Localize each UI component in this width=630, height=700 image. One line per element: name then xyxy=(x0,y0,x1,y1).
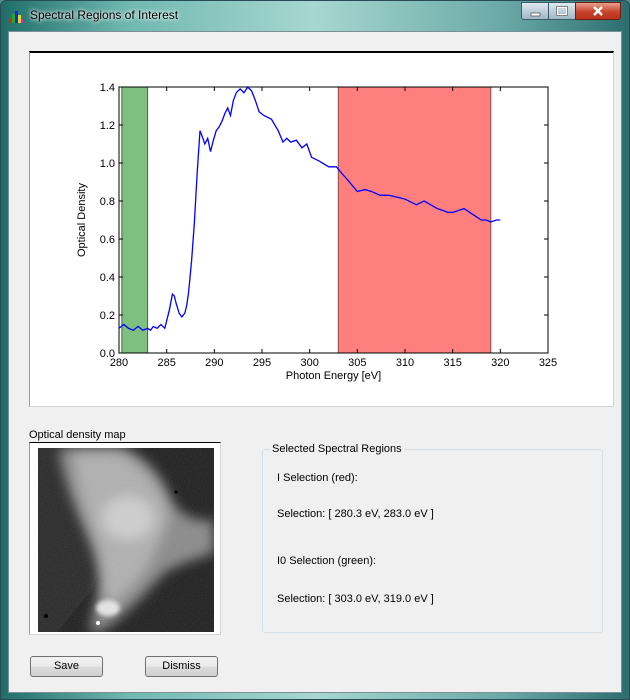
x-tick-label: 280 xyxy=(110,357,128,369)
app-icon xyxy=(9,11,23,23)
i-selection-label: I Selection (red): xyxy=(277,472,358,484)
plot-frame xyxy=(118,86,549,354)
maximize-icon xyxy=(556,6,568,16)
y-axis-label: Optical Density xyxy=(76,183,88,257)
i0-selection-value: Selection: [ 303.0 eV, 319.0 eV ] xyxy=(277,593,434,605)
minimize-button[interactable] xyxy=(521,2,549,20)
selected-regions-group: Selected Spectral Regions I Selection (r… xyxy=(262,443,603,633)
i0-selection-label: I0 Selection (green): xyxy=(277,555,377,567)
y-tick-label: 1.2 xyxy=(100,120,115,132)
spectrum-line xyxy=(118,85,501,332)
close-button[interactable] xyxy=(575,2,621,20)
maximize-button[interactable] xyxy=(548,2,576,20)
spectrum-chart[interactable]: 280 285 290 295 300 305 310 315 320 325 0.0 0.2 0.4 0… xyxy=(30,53,613,406)
green-region xyxy=(121,86,149,354)
x-tick-label: 305 xyxy=(348,357,366,369)
dialog-body: 280 285 290 295 300 305 310 315 320 325 0.0 0.2 0.4 0… xyxy=(8,31,622,693)
x-tick-label: 290 xyxy=(205,357,223,369)
y-tick-label: 1.4 xyxy=(100,82,115,94)
od-map-panel xyxy=(29,442,221,635)
x-tick-label: 315 xyxy=(443,357,461,369)
group-title: Selected Spectral Regions xyxy=(270,443,404,455)
y-tick-label: 0.0 xyxy=(100,348,115,360)
minimize-icon xyxy=(530,12,541,17)
dismiss-button[interactable]: Dismiss xyxy=(145,656,218,677)
x-tick-label: 295 xyxy=(253,357,271,369)
od-map-image[interactable] xyxy=(38,448,214,632)
i-selection-value: Selection: [ 280.3 eV, 283.0 eV ] xyxy=(277,508,434,520)
y-tick-label: 0.4 xyxy=(100,272,115,284)
save-button[interactable]: Save xyxy=(30,656,103,677)
y-tick-label: 0.2 xyxy=(100,310,115,322)
od-map-label: Optical density map xyxy=(29,429,126,441)
y-tick-label: 0.8 xyxy=(100,196,115,208)
close-icon xyxy=(593,6,603,16)
x-tick-label: 320 xyxy=(491,357,509,369)
red-region xyxy=(337,86,492,354)
x-tick-label: 310 xyxy=(396,357,414,369)
x-tick-label: 325 xyxy=(539,357,557,369)
y-tick-label: 1.0 xyxy=(100,158,115,170)
x-tick-label: 285 xyxy=(157,357,175,369)
x-tick-label: 300 xyxy=(300,357,318,369)
x-axis-label: Photon Energy [eV] xyxy=(286,370,381,382)
title-bar[interactable]: Spectral Regions of Interest xyxy=(1,1,629,31)
spectrum-plot-panel[interactable]: 280 285 290 295 300 305 310 315 320 325 0.0 0.2 0.4 0… xyxy=(29,51,614,407)
window-title: Spectral Regions of Interest xyxy=(30,8,179,22)
y-tick-label: 0.6 xyxy=(100,234,115,246)
